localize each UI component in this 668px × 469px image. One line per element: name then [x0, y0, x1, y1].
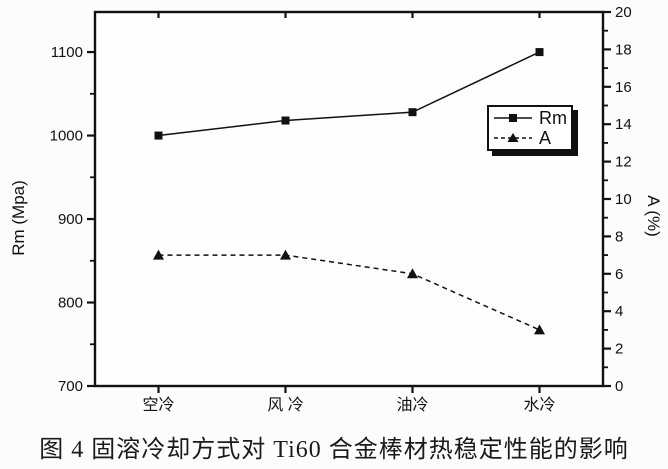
x-tick-label: 水冷 — [523, 396, 555, 414]
triangle-marker-a — [534, 324, 545, 335]
legend-entry-a: A — [493, 128, 567, 148]
left-axis-tick-label: 700 — [58, 378, 83, 395]
x-tick-label: 空冷 — [142, 396, 174, 414]
square-marker-rm — [281, 116, 290, 125]
square-marker-rm — [535, 48, 544, 57]
right-axis-title: A (%) — [644, 195, 663, 237]
chart-legend: Rm A — [487, 105, 573, 151]
legend-entry-rm: Rm — [493, 108, 567, 128]
right-axis-tick-label: 6 — [615, 266, 623, 283]
right-axis-tick-label: 0 — [615, 378, 623, 395]
right-axis-tick-label: 18 — [615, 41, 632, 58]
x-tick-label: 油冷 — [396, 396, 428, 414]
line-chart: 700 800 900 1000 1100 0 2 4 6 8 10 12 14 16 18 20 空冷 风 冷 油… — [9, 4, 663, 414]
series-line-rm — [158, 51, 540, 137]
left-axis-tick-label: 1000 — [50, 128, 83, 145]
right-axis-tick-label: 4 — [615, 303, 623, 320]
right-axis-tick-label: 20 — [615, 4, 632, 21]
a-dashed-triangle-sample-icon — [494, 133, 532, 142]
right-axis-tick-label: 10 — [615, 191, 632, 208]
triangle-marker-a — [407, 268, 418, 279]
square-marker-rm — [154, 131, 163, 140]
legend-label-a: A — [539, 128, 552, 148]
figure-caption: 图 4 固溶冷却方式对 Ti60 合金棒材热稳定性能的影响 — [39, 437, 629, 463]
triangle-marker-a — [280, 249, 291, 260]
right-axis-tick-label: 2 — [615, 341, 623, 358]
left-axis-tick-label: 900 — [58, 211, 83, 228]
right-axis-tick-label: 8 — [615, 228, 623, 245]
plot-frame — [93, 10, 605, 388]
rm-solid-square-sample-icon — [494, 114, 532, 122]
square-marker-rm — [408, 108, 417, 117]
left-axis-tick-label: 800 — [58, 295, 83, 312]
right-axis-tick-label: 14 — [615, 116, 632, 133]
right-axis-tick-label: 12 — [615, 154, 632, 171]
left-axis-title: Rm (Mpa) — [9, 180, 28, 256]
x-tick-label: 风 冷 — [267, 396, 303, 414]
triangle-marker-a — [153, 249, 164, 260]
right-axis-tick-label: 16 — [615, 79, 632, 96]
legend-label-rm: Rm — [539, 108, 567, 128]
left-axis-tick-label: 1100 — [51, 44, 83, 61]
series-line-a — [158, 254, 540, 331]
